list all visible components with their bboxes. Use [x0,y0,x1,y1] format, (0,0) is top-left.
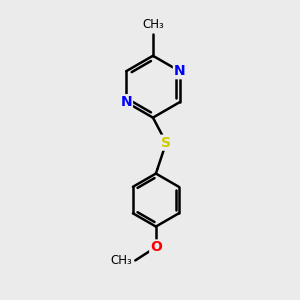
Text: O: O [150,240,162,254]
Text: CH₃: CH₃ [142,18,164,31]
Text: S: S [161,136,171,150]
Text: CH₃: CH₃ [111,254,132,267]
Text: N: N [120,95,132,109]
Text: N: N [174,64,185,78]
